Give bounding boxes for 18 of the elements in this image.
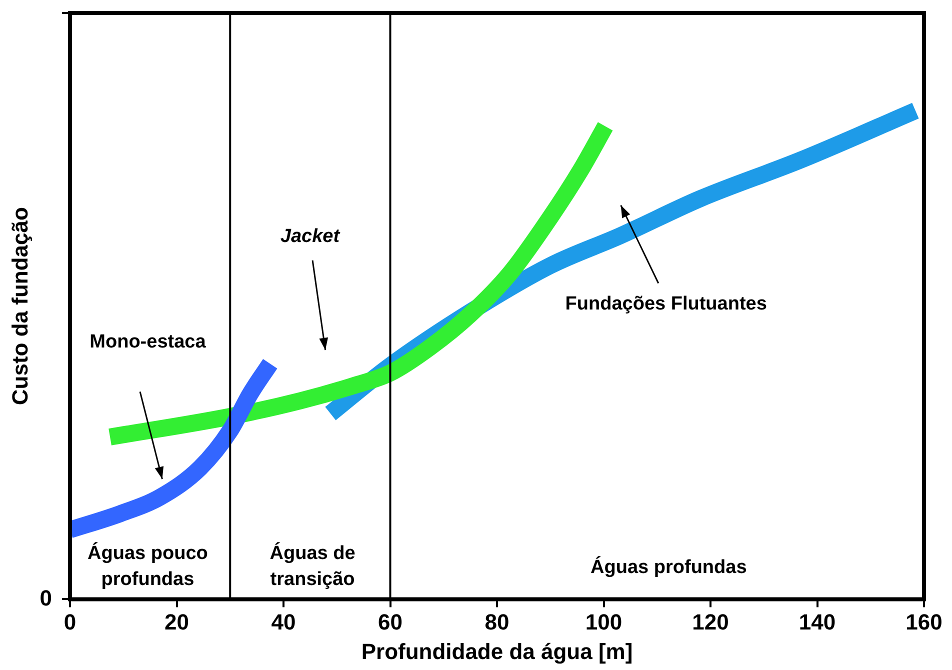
x-tick-label: 100 (585, 609, 622, 634)
annotation: Mono-estaca (90, 332, 206, 353)
x-axis-title: Profundidade da água [m] (361, 638, 633, 664)
annotation: Águas profundas (590, 556, 747, 578)
x-tick-label: 80 (484, 609, 510, 634)
annotation: Águas pouco profundas (88, 542, 208, 590)
annotation: Fundações Flutuantes (565, 294, 767, 315)
x-tick-label: 0 (64, 609, 76, 634)
x-tick-label: 120 (692, 609, 729, 634)
x-tick-label: 20 (164, 609, 189, 634)
y-axis-title: Custo da fundação (7, 207, 32, 406)
x-tick-label: 160 (906, 609, 942, 634)
annotation: Jacket (280, 226, 340, 248)
annotation: Águas de transição (270, 542, 356, 590)
x-tick-label: 60 (378, 609, 402, 634)
x-tick-label: 140 (798, 609, 836, 634)
text: 0 (40, 585, 52, 610)
x-tick-label: 40 (271, 609, 296, 634)
